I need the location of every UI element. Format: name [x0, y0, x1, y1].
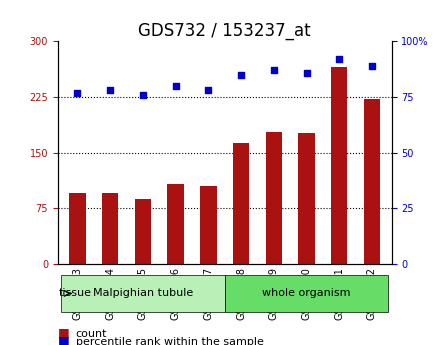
Title: GDS732 / 153237_at: GDS732 / 153237_at: [138, 22, 311, 40]
Bar: [331, 67, 348, 264]
Point: [368, 63, 376, 69]
Point: [270, 68, 277, 73]
Bar: [298, 133, 315, 264]
FancyBboxPatch shape: [225, 275, 388, 312]
Text: Malpighian tubule: Malpighian tubule: [93, 288, 193, 298]
Bar: [233, 143, 249, 264]
Text: count: count: [76, 329, 107, 338]
Point: [336, 57, 343, 62]
Point: [205, 88, 212, 93]
Point: [139, 92, 146, 98]
Bar: [135, 199, 151, 264]
Bar: [69, 194, 85, 264]
Text: ■: ■: [58, 326, 69, 339]
Text: tissue: tissue: [58, 288, 92, 298]
Bar: [102, 194, 118, 264]
Point: [74, 90, 81, 95]
Point: [303, 70, 310, 75]
Point: [172, 83, 179, 89]
Text: ■: ■: [58, 334, 69, 345]
Bar: [266, 132, 282, 264]
FancyBboxPatch shape: [61, 275, 225, 312]
Bar: [364, 99, 380, 264]
Text: whole organism: whole organism: [262, 288, 351, 298]
Bar: [167, 184, 184, 264]
Bar: [200, 186, 217, 264]
Text: percentile rank within the sample: percentile rank within the sample: [76, 337, 263, 345]
Point: [238, 72, 245, 78]
Point: [107, 88, 114, 93]
